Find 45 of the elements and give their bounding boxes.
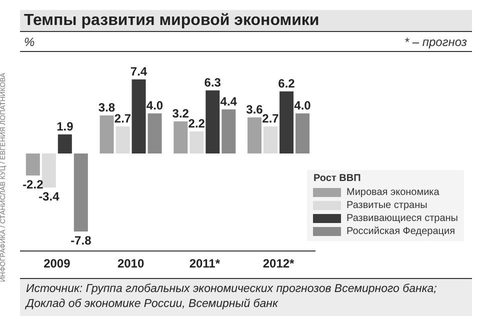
legend-label: Развитые страны [346,200,428,211]
data-label: -2.2 [22,177,44,192]
data-label: 7.4 [130,64,148,78]
data-label: 6.2 [278,76,296,90]
bar [174,121,188,154]
bar [132,79,146,154]
text: * – прогноз [404,35,467,49]
bar [100,115,114,154]
x-tick-label: 2009 [44,256,71,271]
data-label: 2.2 [188,116,206,130]
bar [190,131,204,154]
legend-label: Развивающиеся страны [346,213,458,224]
chart-title: Темпы развития мировой экономики [20,10,472,32]
data-label: -7.8 [70,233,92,248]
data-label: 3.8 [98,100,116,114]
data-label: 4.0 [294,98,312,112]
data-label: 3.6 [246,102,264,116]
bar [206,90,220,154]
data-label: 1.9 [56,119,74,134]
data-label: 2.7 [114,111,132,126]
x-tick-label: 2010 [117,256,144,271]
bar [74,153,88,232]
data-label: 4.4 [220,94,238,108]
data-label: 6.3 [204,75,222,90]
bar [58,134,72,154]
legend-label: Мировая экономика [346,187,440,198]
text: % [24,35,35,49]
bar [248,117,262,154]
legend-label: Российская Федерация [346,226,455,237]
bar [148,113,162,154]
bar [42,153,56,188]
bar [280,91,294,154]
bar [296,113,310,154]
x-tick-label: 2012* [262,256,295,271]
bar [116,126,130,154]
bar [264,126,278,154]
text: Источник: Группа глобальных экономических прогнозов Всемирного банка; Доклад об экономике России, Всемирный банк [20,278,472,316]
data-label: -3.4 [38,189,60,204]
legend-title: Рост ВВП [313,173,362,184]
bar [222,109,236,154]
data-label: 3.2 [172,106,190,120]
data-label: 2.7 [262,111,280,126]
bar [26,153,40,176]
x-tick-label: 2011* [189,256,220,271]
data-label: 4.0 [146,98,164,112]
